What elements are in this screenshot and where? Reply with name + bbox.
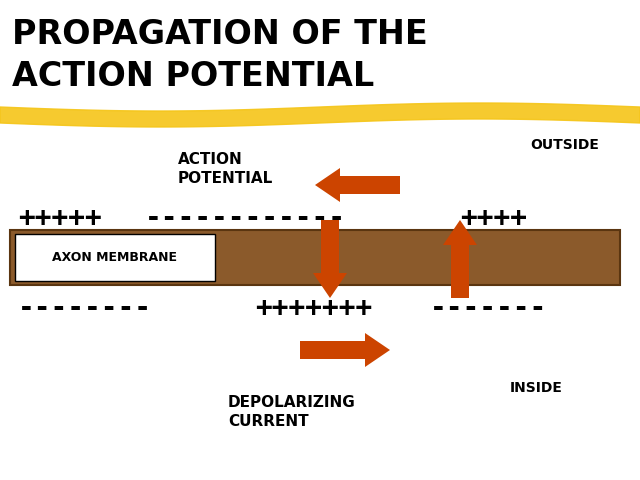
- Text: ACTION
POTENTIAL: ACTION POTENTIAL: [178, 152, 273, 186]
- FancyArrow shape: [443, 220, 477, 298]
- FancyArrow shape: [313, 220, 347, 298]
- Text: --------: --------: [18, 294, 152, 322]
- Text: ACTION POTENTIAL: ACTION POTENTIAL: [12, 60, 374, 93]
- Bar: [15, 234, 215, 281]
- Text: DEPOLARIZING
CURRENT: DEPOLARIZING CURRENT: [228, 395, 356, 429]
- Text: INSIDE: INSIDE: [510, 381, 563, 395]
- Text: PROPAGATION OF THE: PROPAGATION OF THE: [12, 18, 428, 51]
- FancyArrow shape: [300, 333, 390, 367]
- Text: AXON MEMBRANE: AXON MEMBRANE: [52, 251, 177, 264]
- Text: OUTSIDE: OUTSIDE: [530, 138, 599, 152]
- Bar: [10, 230, 620, 285]
- Text: -------: -------: [430, 294, 547, 322]
- Text: +++++++: +++++++: [255, 294, 372, 322]
- Text: ------------: ------------: [145, 204, 346, 232]
- Text: ++++: ++++: [460, 204, 527, 232]
- FancyArrow shape: [315, 168, 400, 202]
- Text: +++++: +++++: [18, 204, 102, 232]
